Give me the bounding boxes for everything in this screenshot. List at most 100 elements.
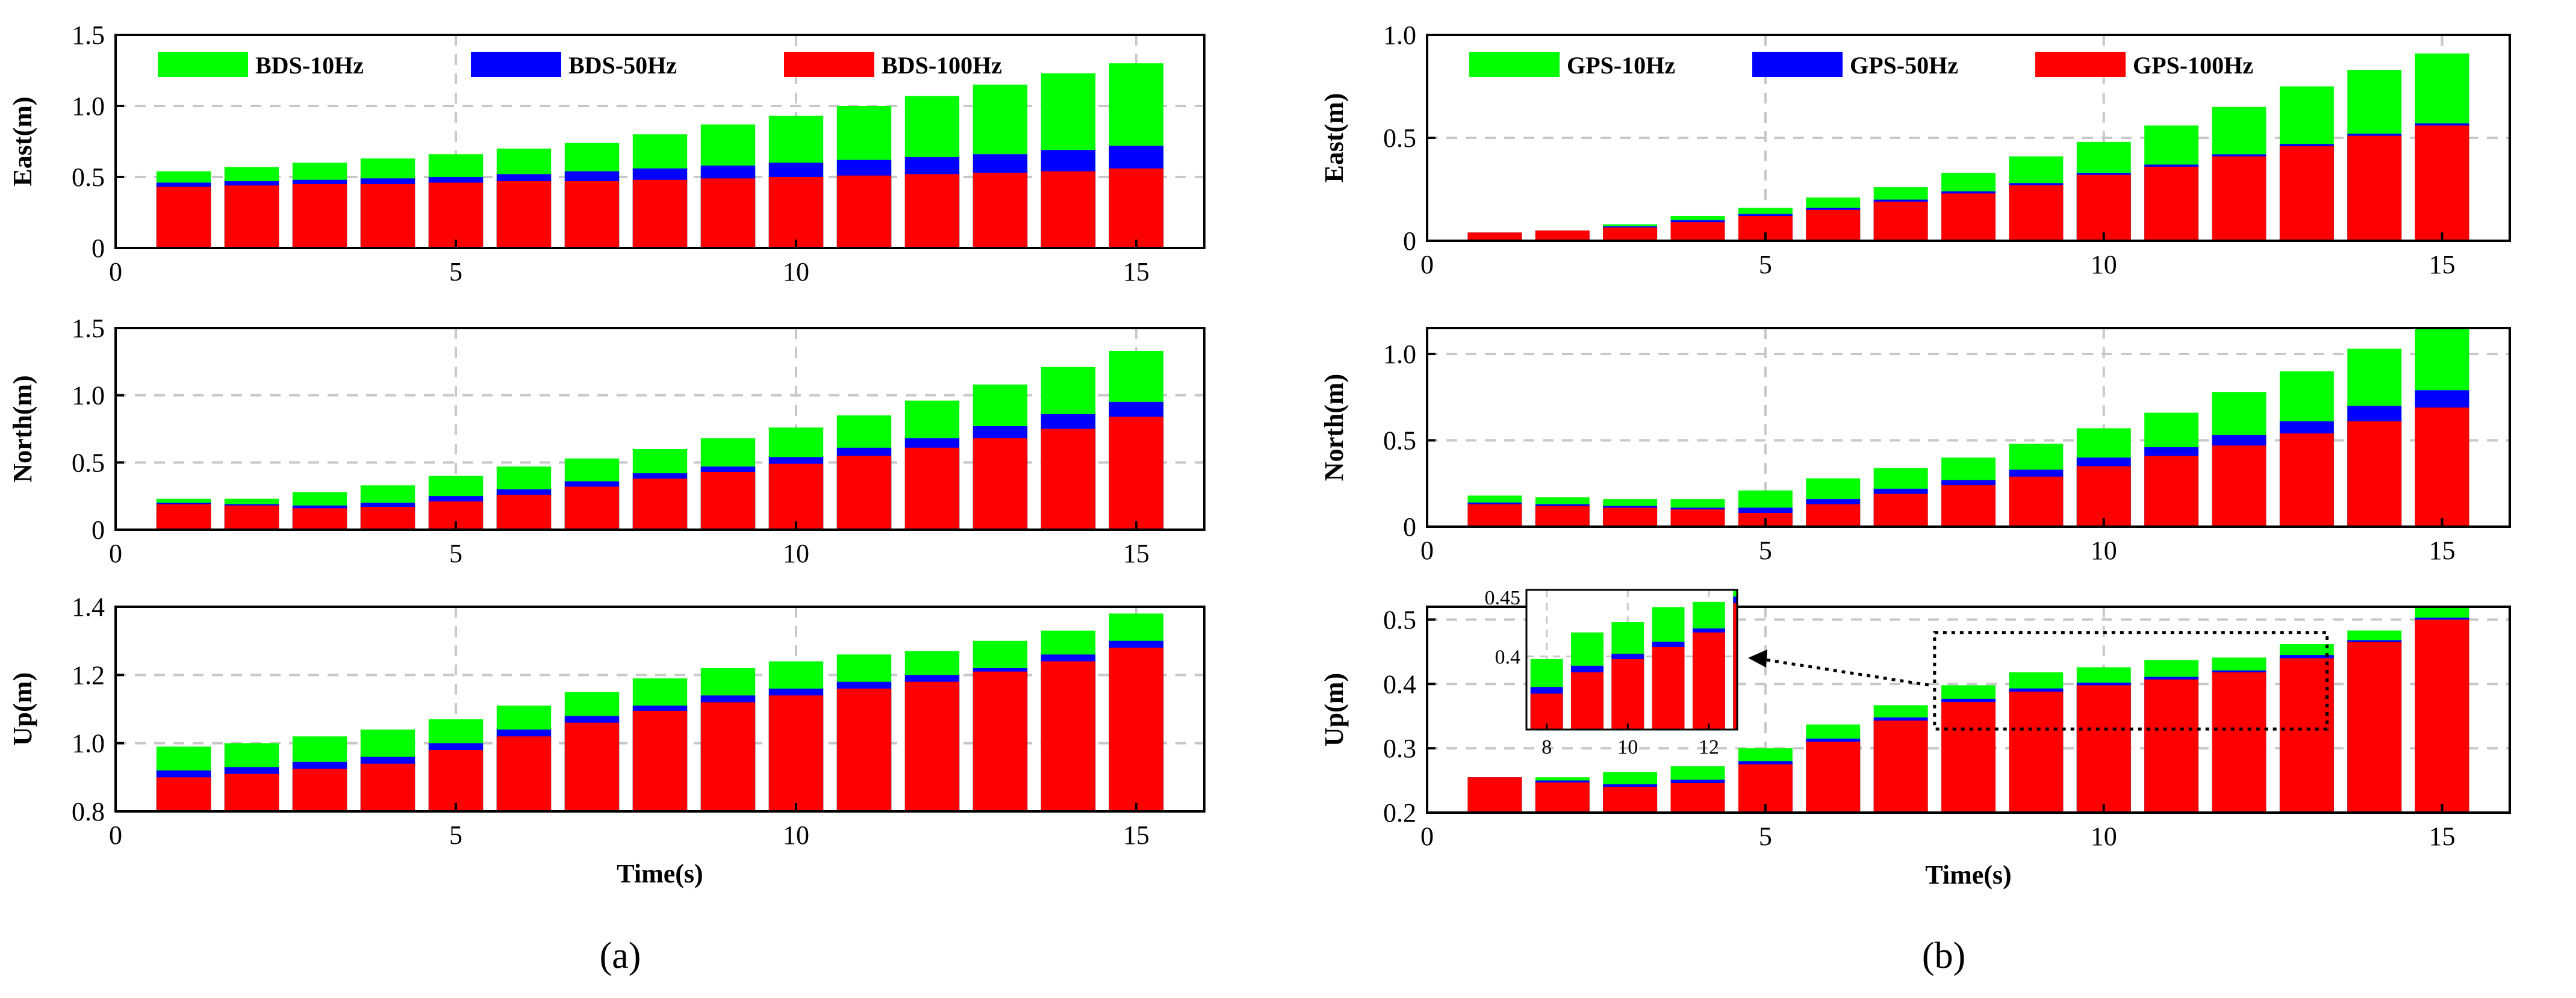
bar-bds-100hz-t2: [224, 185, 279, 248]
x-tick-label: 5: [1759, 250, 1772, 279]
bar-gps-100hz-t9: [2009, 185, 2064, 241]
inset-bar-gps-100hz-t13: [1733, 603, 1737, 730]
y-tick-label: 1.0: [72, 729, 105, 758]
x-tick-label: 0: [1420, 250, 1434, 279]
y-tick-label: 0.4: [1383, 669, 1416, 699]
legend-label: GPS-50Hz: [1850, 52, 1958, 79]
bar-gps-100hz-t14: [2347, 421, 2402, 527]
axis-frame: [114, 34, 1206, 249]
bar-bds-100hz-t7: [564, 181, 620, 248]
bar-gps-100hz-t15: [2415, 125, 2469, 241]
bar-bds-100hz-t6: [496, 494, 552, 530]
x-tick-label: 5: [449, 539, 462, 568]
chart-b-up: 0 5 10 15 0.2 0.3 0.4 0.5 Up(m) Time(s) 8 10 12 0.4 0.…: [1319, 587, 2511, 890]
bar-bds-100hz-t4: [360, 507, 415, 530]
bar-gps-100hz-t3: [1603, 787, 1658, 813]
legend-label: GPS-10Hz: [1567, 52, 1675, 79]
x-axis-title: Time(s): [1925, 860, 2011, 890]
bar-gps-100hz-t14: [2347, 135, 2402, 241]
bar-gps-100hz-t4: [1670, 783, 1725, 813]
bar-bds-100hz-t9: [700, 471, 756, 530]
bar-bds-100hz-t10: [768, 463, 824, 530]
bar-gps-100hz-t10: [2076, 466, 2131, 527]
bar-gps-100hz-t4: [1670, 509, 1725, 527]
legend-label: BDS-100Hz: [882, 52, 1002, 79]
y-tick-label: 0: [1403, 512, 1416, 542]
y-tick-label: 0.2: [1383, 798, 1416, 828]
bar-bds-100hz-t4: [360, 184, 415, 248]
y-tick-label: 0.5: [1383, 605, 1416, 634]
legend-label: BDS-50Hz: [568, 52, 677, 79]
x-tick-label: 15: [1123, 820, 1150, 850]
bar-gps-100hz-t1: [1467, 232, 1522, 241]
y-axis-label: Up(m): [1319, 673, 1349, 746]
y-tick-label: 0.5: [1383, 426, 1416, 456]
axis-frame: [114, 606, 1206, 813]
bar-gps-100hz-t2: [1535, 782, 1590, 813]
bar-gps-100hz-t7: [1873, 721, 1928, 813]
caption-b: (b): [1922, 935, 1965, 976]
inset-bar-gps-100hz-t10: [1611, 659, 1644, 730]
bar-gps-100hz-t6: [1806, 742, 1861, 813]
y-tick-label: 0: [92, 515, 105, 545]
legend-label: GPS-100Hz: [2133, 52, 2253, 79]
bar-gps-100hz-t10: [2076, 175, 2131, 241]
bar-gps-100hz-t10: [2076, 685, 2131, 813]
bar-bds-100hz-t5: [428, 750, 484, 811]
y-tick-label: 1.4: [72, 592, 105, 622]
bar-bds-100hz-t13: [972, 438, 1028, 530]
x-tick-label: 15: [1123, 257, 1150, 287]
y-tick-label: 0.5: [72, 163, 105, 192]
bar-bds-100hz-t5: [428, 182, 484, 248]
inset-bar-gps-100hz-t9: [1571, 672, 1604, 730]
y-axis-label: East(m): [8, 96, 37, 186]
bar-bds-100hz-t13: [972, 671, 1028, 811]
bar-bds-100hz-t15: [1109, 648, 1164, 811]
bar-gps-100hz-t6: [1806, 504, 1861, 527]
inset-x-tick-label: 12: [1699, 736, 1719, 758]
bar-gps-100hz-t13: [2279, 658, 2334, 813]
bar-bds-100hz-t3: [292, 769, 347, 811]
x-tick-label: 10: [2091, 822, 2117, 851]
y-tick-label: 0.3: [1383, 734, 1416, 763]
x-tick-label: 0: [1420, 822, 1434, 851]
bar-gps-100hz-t7: [1873, 202, 1928, 241]
x-tick-label: 0: [1420, 536, 1434, 565]
y-tick-label: 1.2: [72, 660, 105, 690]
bar-bds-100hz-t1: [156, 504, 211, 530]
bar-bds-100hz-t12: [904, 174, 960, 248]
legend-swatch-gps-50hz: [1752, 52, 1843, 77]
bar-bds-100hz-t8: [632, 179, 688, 248]
y-tick-label: 1.5: [72, 20, 105, 50]
bar-bds-100hz-t11: [836, 456, 892, 530]
y-tick-label: 1.5: [72, 314, 105, 343]
legend-swatch-gps-100hz: [2035, 52, 2126, 77]
bar-bds-100hz-t2: [224, 505, 279, 530]
bar-gps-100hz-t9: [2009, 476, 2064, 527]
x-axis-title: Time(s): [617, 859, 703, 888]
x-tick-label: 10: [2091, 536, 2117, 565]
y-tick-label: 0: [92, 234, 105, 263]
bar-bds-100hz-t7: [564, 486, 620, 530]
x-tick-label: 0: [109, 820, 122, 850]
legend-swatch-bds-50hz: [471, 52, 561, 77]
bar-gps-100hz-t13: [2279, 146, 2334, 241]
bar-gps-100hz-t1: [1467, 777, 1522, 813]
bar-gps-100hz-t12: [2212, 156, 2266, 241]
bar-gps-100hz-t15: [2415, 408, 2469, 527]
bar-gps-100hz-t8: [1941, 702, 1996, 813]
y-tick-label: 1.0: [72, 91, 105, 121]
y-tick-label: 1.0: [1383, 20, 1416, 50]
x-tick-label: 5: [1759, 822, 1772, 851]
axis-frame: [1426, 606, 2511, 814]
inset-zoom: 8 10 12 0.4 0.45: [1485, 587, 1738, 758]
y-axis-label: East(m): [1319, 93, 1349, 182]
y-axis-label: Up(m): [8, 672, 37, 746]
bar-bds-100hz-t8: [632, 479, 688, 530]
bar-gps-100hz-t11: [2144, 456, 2199, 527]
bar-bds-100hz-t14: [1041, 171, 1096, 248]
inset-y-tick-label: 0.45: [1485, 587, 1521, 609]
x-tick-label: 10: [783, 820, 809, 850]
